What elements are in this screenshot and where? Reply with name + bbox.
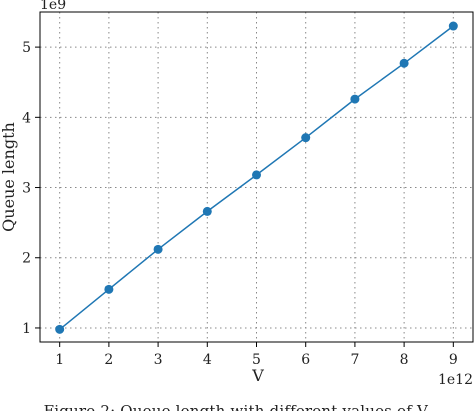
x-tick-label: 2 (104, 352, 113, 368)
y-tick-label: 4 (22, 110, 31, 126)
y-offset-label: 1e9 (40, 0, 66, 13)
x-axis-label: V (251, 366, 264, 385)
figure-caption: Figure 2: Queue length with different va… (43, 402, 431, 411)
y-axis-ticks: 1 2 3 4 5 (22, 40, 40, 337)
series-points (55, 21, 458, 334)
y-tick-label: 1 (22, 321, 31, 337)
data-point (55, 324, 65, 334)
y-axis-label: Queue length (0, 122, 18, 232)
x-tick-label: 9 (449, 352, 458, 368)
data-point (301, 133, 311, 143)
x-offset-label: 1e12 (438, 372, 473, 388)
y-tick-label: 5 (22, 40, 31, 56)
y-tick-label: 3 (22, 181, 31, 197)
x-tick-label: 1 (55, 352, 64, 368)
data-point (153, 244, 163, 254)
data-point (350, 94, 360, 104)
data-point (399, 58, 409, 68)
queue-length-chart: 1 2 3 4 5 6 7 8 9 1 2 3 4 5 1e9 1e12 V Queue length (0, 0, 474, 388)
data-point (104, 284, 114, 294)
x-tick-label: 5 (252, 352, 261, 368)
y-tick-label: 2 (22, 251, 31, 267)
x-tick-label: 8 (400, 352, 409, 368)
data-point (202, 206, 212, 216)
x-tick-label: 6 (301, 352, 310, 368)
x-tick-label: 4 (203, 352, 212, 368)
x-tick-label: 7 (350, 352, 359, 368)
data-point (252, 170, 261, 180)
data-point (448, 21, 458, 31)
x-axis-ticks: 1 2 3 4 5 6 7 8 9 (55, 342, 458, 368)
x-tick-label: 3 (154, 352, 163, 368)
